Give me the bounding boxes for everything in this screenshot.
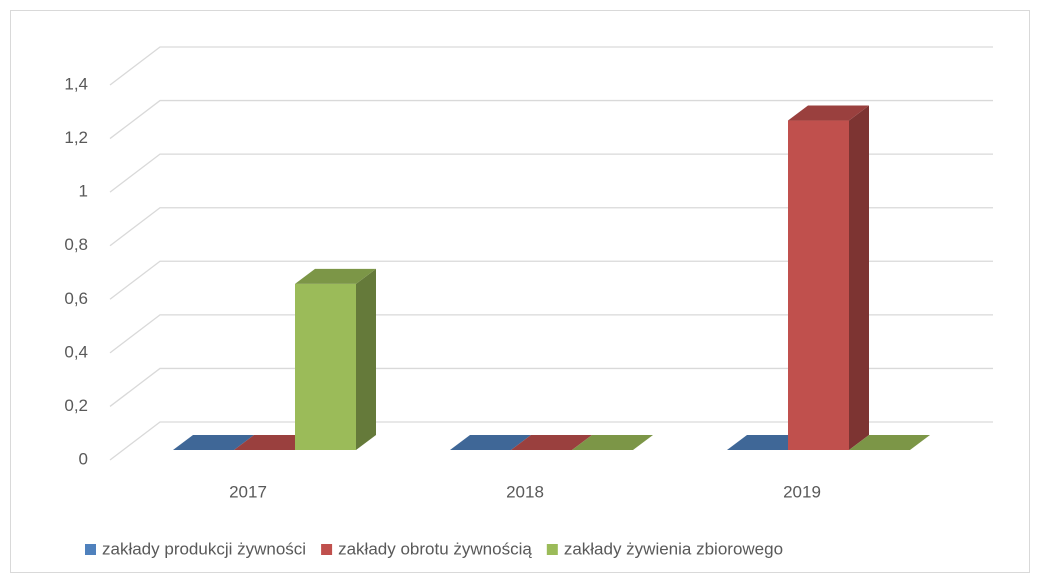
bar-top [727,435,808,450]
legend-label: zakłady żywienia zbiorowego [564,539,783,558]
y-tick-label: 0,6 [64,289,88,308]
bar-top [173,435,254,450]
bar-top [511,435,592,450]
grid-line [109,421,993,461]
y-tick-label: 1,2 [64,128,88,147]
bar [727,435,808,450]
legend-label: zakłady produkcji żywności [102,539,306,558]
y-tick-label: 1,4 [64,74,88,93]
y-tick-label: 0 [79,449,88,468]
y-tick-label: 0,8 [64,235,88,254]
grid-line [109,46,993,86]
bar [511,435,592,450]
bar-top [788,105,869,121]
bar-front [295,283,356,450]
bar-top [450,435,531,450]
bar [849,435,930,450]
legend-swatch [85,544,96,555]
y-tick-label: 1 [79,182,88,201]
grid-line [109,153,993,193]
legend-swatch [321,544,333,555]
bar-top [849,435,930,450]
legend-label: zakłady obrotu żywnością [338,539,532,558]
x-tick-label: 2018 [506,482,544,501]
bar-side [356,268,376,450]
bar [173,435,254,450]
bar-front [788,120,849,451]
grid-line [109,207,993,247]
legend-swatch [546,544,558,555]
bar-top [234,435,315,450]
bar [572,435,653,450]
grid-line [109,314,993,354]
bar [450,435,531,450]
grid-line [109,260,993,300]
bar [295,268,376,450]
bar-top [572,435,653,450]
bar [788,105,869,451]
grid-line [109,367,993,407]
y-tick-label: 0,2 [64,396,88,415]
y-tick-label: 0,4 [64,342,88,361]
x-tick-label: 2019 [783,482,821,501]
bar-top [295,268,376,284]
bar [234,435,315,450]
grid-line [109,99,993,140]
x-tick-label: 2017 [229,482,267,501]
bar-side [849,105,869,451]
